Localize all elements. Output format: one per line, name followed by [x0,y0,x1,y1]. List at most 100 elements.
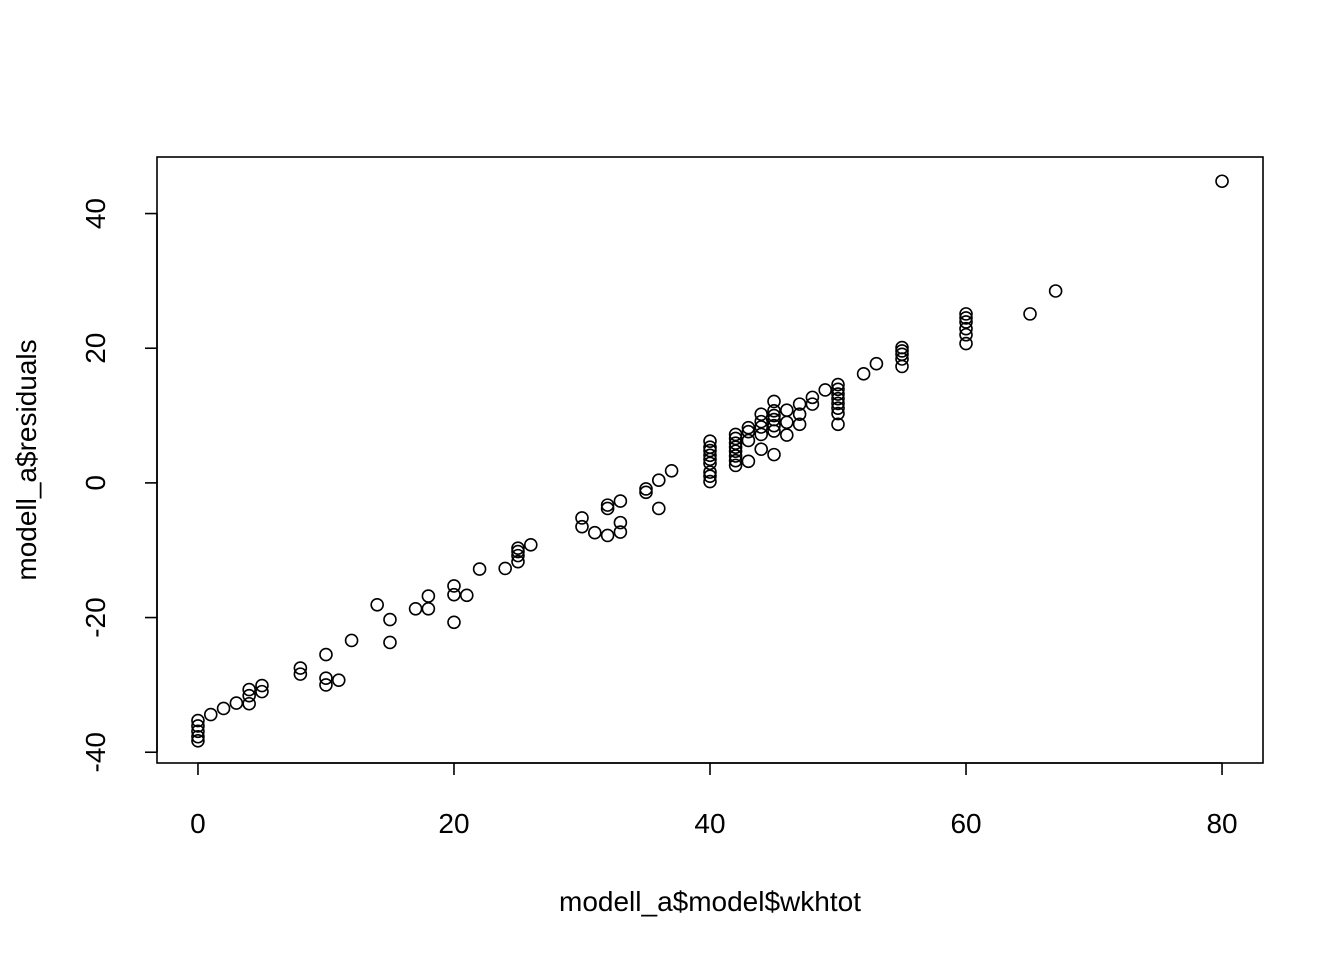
y-axis: -40 -20 0 20 40 [80,198,158,772]
data-point [895,340,909,355]
data-point [767,394,781,409]
data-point [511,554,525,569]
data-point [831,377,845,392]
data-point [792,397,807,411]
data-point [754,442,769,457]
data-point [1023,307,1037,321]
data-point [959,336,973,351]
data-point [856,367,871,381]
data-point [792,417,807,432]
x-tick-label: 40 [694,808,725,839]
data-point [741,424,756,439]
data-point [831,417,845,432]
data-point [600,528,615,543]
data-point [728,431,743,446]
data-point [523,538,538,552]
data-point [331,673,346,687]
data-point [344,633,359,648]
data-point [319,647,333,662]
y-tick-label: 40 [80,198,111,229]
data-point [728,427,743,442]
data-point [767,408,781,423]
x-tick-label: 60 [950,808,981,839]
data-point [831,387,845,401]
data-point [587,525,602,540]
data-point [754,414,769,429]
y-axis-label: modell_a$residuals [11,339,42,580]
data-point [792,407,807,422]
data-point [831,401,845,415]
data-point [191,713,205,728]
x-tick-label: 20 [438,808,469,839]
x-tick-label: 0 [190,808,206,839]
data-point [959,311,973,325]
data-point [447,615,461,630]
data-point [780,403,794,417]
data-point [613,525,628,539]
data-point [511,548,525,563]
data-point [575,519,589,534]
data-point [242,682,256,697]
data-point [831,391,845,406]
data-point [651,473,666,488]
data-point [780,415,794,430]
data-point [1215,174,1229,189]
data-point [703,440,717,455]
data-point [447,587,461,602]
data-point [767,447,781,462]
data-points [191,174,1229,748]
data-point [664,463,679,478]
data-point [959,307,973,321]
data-point [203,707,218,722]
data-point [639,485,653,500]
data-point [511,544,525,559]
data-point [600,501,615,516]
data-point [1048,284,1063,298]
data-point [767,404,781,418]
data-point [869,356,884,371]
data-point [613,494,628,508]
data-point [831,396,845,411]
data-point [229,696,244,710]
data-point [831,406,845,421]
data-point [728,436,743,450]
data-point [895,347,909,362]
data-point [242,696,256,711]
data-point [421,602,436,616]
data-point [293,667,308,681]
data-point [831,382,845,397]
data-point [498,561,512,576]
data-point [703,443,717,458]
data-point [191,724,205,739]
data-point [383,635,397,650]
data-point [191,733,205,748]
data-point [728,458,743,473]
data-point [293,661,308,675]
data-point [255,678,269,693]
data-point [805,390,820,405]
data-point [255,684,269,699]
data-point [242,688,256,703]
data-point [511,541,525,556]
data-point [805,397,820,411]
data-point [728,453,743,468]
data-point [459,588,474,603]
data-point [959,321,973,336]
data-point [818,383,833,397]
data-point [613,515,628,530]
x-tick-label: 80 [1206,808,1237,839]
data-point [741,454,756,469]
data-point [703,474,717,489]
x-axis-label: modell_a$model$wkhtot [559,886,861,917]
data-point [383,612,397,627]
data-point [447,579,461,593]
data-point [639,482,653,496]
data-point [408,602,423,616]
data-point [767,412,781,427]
data-point [575,511,589,525]
data-point [319,678,333,692]
y-tick-label: 0 [80,475,111,491]
x-axis: 0 20 40 60 80 [190,762,1238,839]
data-point [651,501,666,516]
